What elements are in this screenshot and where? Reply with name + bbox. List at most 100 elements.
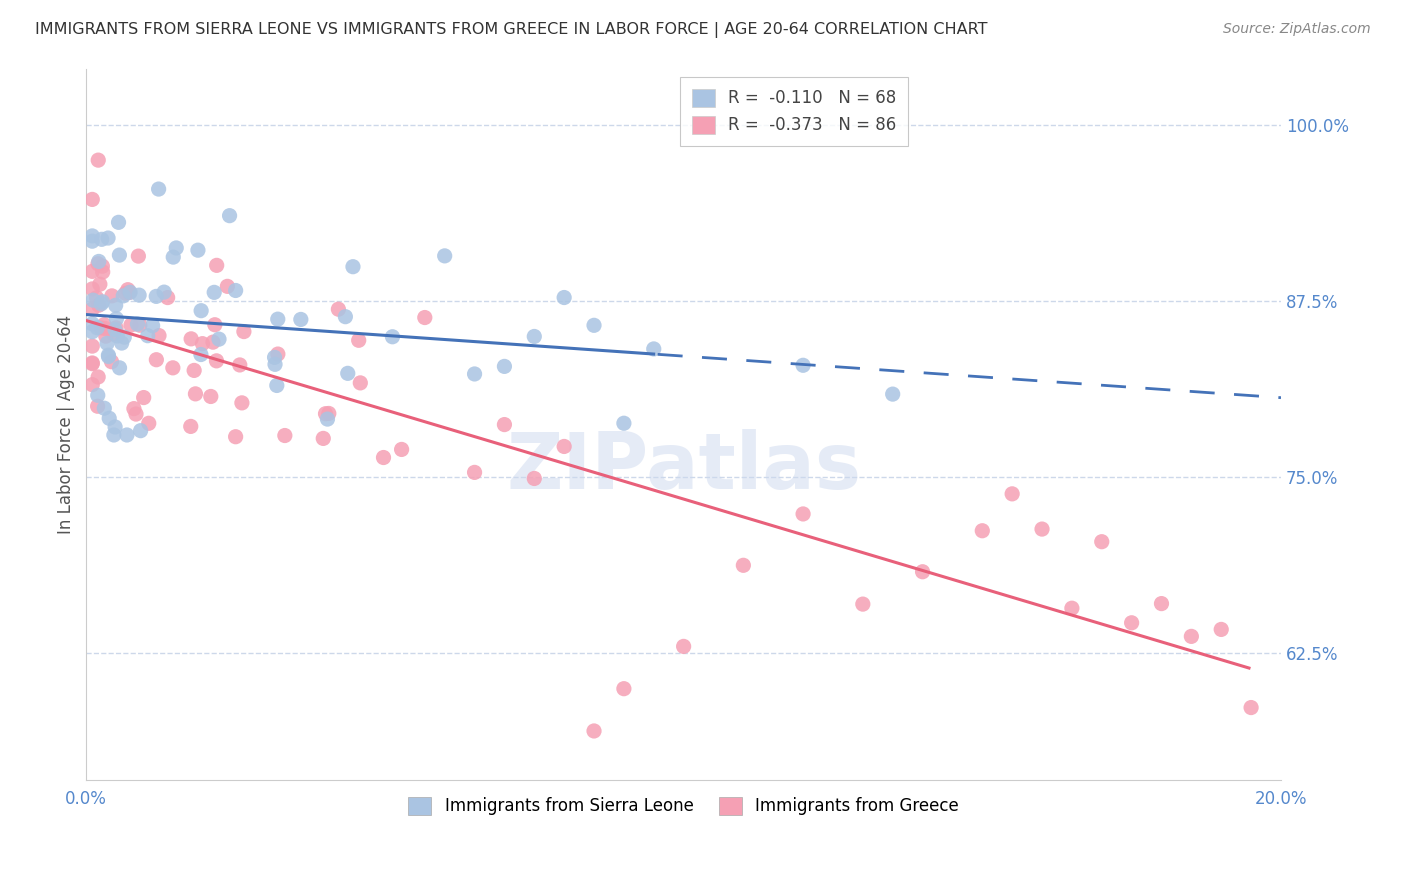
Point	[225, 284, 247, 298]
Point	[107, 215, 129, 229]
Point	[148, 328, 170, 343]
Point	[104, 420, 127, 434]
Text: Source: ZipAtlas.com: Source: ZipAtlas.com	[1223, 22, 1371, 37]
Point	[1091, 534, 1114, 549]
Point	[232, 325, 254, 339]
Point	[100, 355, 122, 369]
Point	[136, 328, 159, 343]
Point	[613, 681, 636, 696]
Point	[115, 428, 138, 442]
Point	[1150, 597, 1173, 611]
Point	[733, 558, 755, 573]
Point	[97, 348, 120, 362]
Point	[120, 318, 142, 332]
Point	[108, 360, 131, 375]
Point	[1180, 629, 1202, 643]
Point	[112, 330, 135, 344]
Point	[129, 424, 152, 438]
Point	[494, 417, 516, 432]
Point	[852, 597, 875, 611]
Point	[523, 329, 546, 343]
Point	[336, 367, 359, 381]
Point	[82, 377, 104, 392]
Point	[162, 360, 184, 375]
Point	[643, 342, 665, 356]
Point	[86, 320, 108, 334]
Point	[87, 370, 110, 384]
Point	[218, 209, 240, 223]
Point	[200, 389, 222, 403]
Point	[187, 243, 209, 257]
Point	[582, 723, 605, 738]
Point	[342, 260, 364, 274]
Point	[82, 264, 104, 278]
Point	[82, 282, 104, 296]
Point	[138, 417, 160, 431]
Point	[132, 391, 155, 405]
Point	[101, 289, 124, 303]
Point	[104, 323, 127, 337]
Point	[217, 279, 239, 293]
Point	[117, 283, 139, 297]
Point	[263, 351, 285, 365]
Point	[90, 232, 112, 246]
Point	[553, 440, 575, 454]
Point	[98, 411, 121, 425]
Point	[312, 431, 335, 445]
Text: IMMIGRANTS FROM SIERRA LEONE VS IMMIGRANTS FROM GREECE IN LABOR FORCE | AGE 20-6: IMMIGRANTS FROM SIERRA LEONE VS IMMIGRAN…	[35, 22, 987, 38]
Point	[1060, 601, 1083, 615]
Point	[201, 335, 224, 350]
Point	[125, 407, 148, 421]
Point	[86, 291, 108, 305]
Point	[128, 318, 150, 333]
Point	[105, 321, 128, 335]
Point	[205, 258, 228, 272]
Point	[91, 265, 114, 279]
Point	[613, 416, 636, 430]
Point	[94, 321, 117, 335]
Point	[82, 228, 104, 243]
Point	[523, 471, 546, 485]
Point	[911, 565, 934, 579]
Point	[882, 387, 904, 401]
Point	[87, 257, 110, 271]
Point	[87, 254, 110, 268]
Point	[318, 407, 340, 421]
Point	[82, 339, 104, 353]
Legend: Immigrants from Sierra Leone, Immigrants from Greece: Immigrants from Sierra Leone, Immigrants…	[398, 787, 969, 825]
Point	[112, 289, 135, 303]
Point	[347, 333, 370, 347]
Point	[316, 412, 339, 426]
Point	[82, 317, 104, 331]
Point	[148, 182, 170, 196]
Point	[494, 359, 516, 374]
Point	[105, 311, 128, 326]
Point	[264, 357, 287, 371]
Y-axis label: In Labor Force | Age 20-64: In Labor Force | Age 20-64	[58, 315, 75, 534]
Point	[464, 466, 486, 480]
Point	[145, 352, 167, 367]
Point	[97, 350, 120, 364]
Point	[266, 378, 288, 392]
Point	[381, 330, 404, 344]
Point	[162, 250, 184, 264]
Point	[191, 336, 214, 351]
Point	[120, 285, 142, 300]
Point	[204, 318, 226, 332]
Point	[373, 450, 395, 465]
Point	[122, 401, 145, 416]
Point	[1240, 700, 1263, 714]
Point	[229, 358, 252, 372]
Point	[184, 387, 207, 401]
Point	[315, 407, 337, 421]
Point	[87, 388, 110, 402]
Point	[792, 359, 814, 373]
Point	[111, 336, 134, 351]
Point	[156, 291, 179, 305]
Point	[208, 332, 231, 346]
Point	[82, 293, 104, 308]
Point	[94, 329, 117, 343]
Point	[190, 303, 212, 318]
Point	[413, 310, 436, 325]
Point	[86, 399, 108, 413]
